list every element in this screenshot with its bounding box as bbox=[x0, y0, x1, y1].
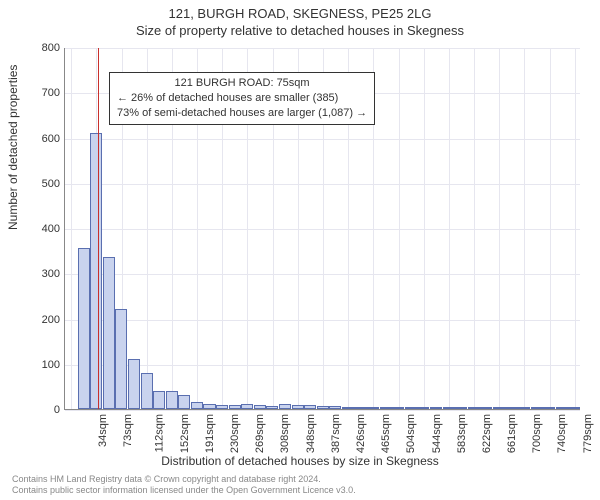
x-tick-label: 152sqm bbox=[179, 414, 191, 453]
gridline-v bbox=[449, 48, 450, 409]
y-tick-label: 200 bbox=[30, 314, 60, 326]
gridline-v bbox=[424, 48, 425, 409]
x-tick-label: 622sqm bbox=[481, 414, 493, 453]
histogram-bar bbox=[115, 309, 127, 409]
histogram-bar bbox=[241, 404, 253, 409]
gridline-v bbox=[524, 48, 525, 409]
histogram-bar bbox=[443, 407, 455, 409]
histogram-bar bbox=[153, 391, 165, 409]
histogram-bar bbox=[229, 405, 241, 409]
x-tick-label: 112sqm bbox=[153, 414, 165, 452]
footer-line1: Contains HM Land Registry data © Crown c… bbox=[12, 474, 356, 485]
x-tick-label: 779sqm bbox=[582, 414, 594, 453]
histogram-bar bbox=[304, 405, 316, 409]
y-tick-label: 500 bbox=[30, 178, 60, 190]
histogram-bar bbox=[216, 405, 228, 409]
x-tick-label: 230sqm bbox=[229, 414, 241, 453]
footer-line2: Contains public sector information licen… bbox=[12, 485, 356, 496]
y-tick-label: 800 bbox=[30, 42, 60, 54]
histogram-bar bbox=[505, 407, 517, 409]
gridline-v bbox=[399, 48, 400, 409]
histogram-bar bbox=[178, 395, 190, 409]
histogram-bar bbox=[518, 407, 530, 409]
y-tick-label: 0 bbox=[30, 404, 60, 416]
annotation-box: 121 BURGH ROAD: 75sqm ← 26% of detached … bbox=[109, 72, 375, 125]
chart-container: 121, BURGH ROAD, SKEGNESS, PE25 2LG Size… bbox=[0, 0, 600, 500]
x-tick-label: 740sqm bbox=[557, 414, 569, 453]
y-tick-label: 300 bbox=[30, 268, 60, 280]
chart-title: 121, BURGH ROAD, SKEGNESS, PE25 2LG bbox=[0, 0, 600, 21]
histogram-bar bbox=[78, 248, 90, 409]
histogram-bar bbox=[317, 406, 329, 409]
x-axis-label: Distribution of detached houses by size … bbox=[0, 454, 600, 468]
histogram-bar bbox=[128, 359, 140, 409]
x-tick-label: 191sqm bbox=[204, 414, 216, 453]
histogram-bar bbox=[254, 405, 266, 409]
plot-area: 121 BURGH ROAD: 75sqm ← 26% of detached … bbox=[64, 48, 580, 410]
histogram-bar bbox=[455, 407, 467, 409]
y-tick-label: 700 bbox=[30, 87, 60, 99]
histogram-bar bbox=[292, 405, 304, 409]
histogram-bar bbox=[468, 407, 480, 409]
histogram-bar bbox=[417, 407, 429, 409]
histogram-bar bbox=[279, 404, 291, 409]
histogram-bar bbox=[329, 406, 341, 409]
histogram-bar bbox=[191, 402, 203, 409]
annotation-line3: 73% of semi-detached houses are larger (… bbox=[117, 106, 367, 121]
x-tick-label: 73sqm bbox=[122, 414, 134, 447]
histogram-bar bbox=[266, 406, 278, 409]
x-tick-label: 700sqm bbox=[531, 414, 543, 453]
histogram-bar bbox=[380, 407, 392, 409]
x-tick-label: 465sqm bbox=[380, 414, 392, 453]
x-tick-label: 661sqm bbox=[506, 414, 518, 453]
marker-line bbox=[98, 48, 99, 409]
histogram-bar bbox=[203, 404, 215, 409]
x-tick-label: 308sqm bbox=[280, 414, 292, 453]
annotation-line2: ← 26% of detached houses are smaller (38… bbox=[117, 91, 367, 106]
gridline-v bbox=[499, 48, 500, 409]
footer-attribution: Contains HM Land Registry data © Crown c… bbox=[12, 474, 356, 496]
histogram-bar bbox=[367, 407, 379, 409]
x-tick-label: 34sqm bbox=[97, 414, 109, 447]
y-tick-label: 600 bbox=[30, 133, 60, 145]
histogram-bar bbox=[543, 407, 555, 409]
histogram-bar bbox=[354, 407, 366, 409]
x-tick-label: 583sqm bbox=[456, 414, 468, 453]
histogram-bar bbox=[166, 391, 178, 409]
gridline-v bbox=[575, 48, 576, 409]
histogram-bar bbox=[103, 257, 115, 409]
gridline-h bbox=[65, 410, 580, 411]
y-axis-label: Number of detached properties bbox=[6, 65, 20, 230]
histogram-bar bbox=[556, 407, 568, 409]
histogram-bar bbox=[141, 373, 153, 409]
x-tick-label: 544sqm bbox=[431, 414, 443, 453]
gridline-v bbox=[550, 48, 551, 409]
histogram-bar bbox=[342, 407, 354, 409]
histogram-bar bbox=[405, 407, 417, 409]
y-tick-label: 100 bbox=[30, 359, 60, 371]
histogram-bar bbox=[531, 407, 543, 409]
gridline-v bbox=[474, 48, 475, 409]
histogram-bar bbox=[493, 407, 505, 409]
x-tick-label: 426sqm bbox=[355, 414, 367, 453]
histogram-bar bbox=[480, 407, 492, 409]
histogram-bar bbox=[90, 133, 102, 409]
x-tick-label: 387sqm bbox=[330, 414, 342, 453]
chart-subtitle: Size of property relative to detached ho… bbox=[0, 21, 600, 38]
gridline-v bbox=[71, 48, 72, 409]
histogram-bar bbox=[568, 407, 580, 409]
histogram-bar bbox=[430, 407, 442, 409]
x-tick-label: 348sqm bbox=[305, 414, 317, 453]
y-tick-label: 400 bbox=[30, 223, 60, 235]
annotation-line1: 121 BURGH ROAD: 75sqm bbox=[117, 76, 367, 91]
x-tick-label: 504sqm bbox=[405, 414, 417, 453]
histogram-bar bbox=[392, 407, 404, 409]
x-tick-label: 269sqm bbox=[254, 414, 266, 453]
